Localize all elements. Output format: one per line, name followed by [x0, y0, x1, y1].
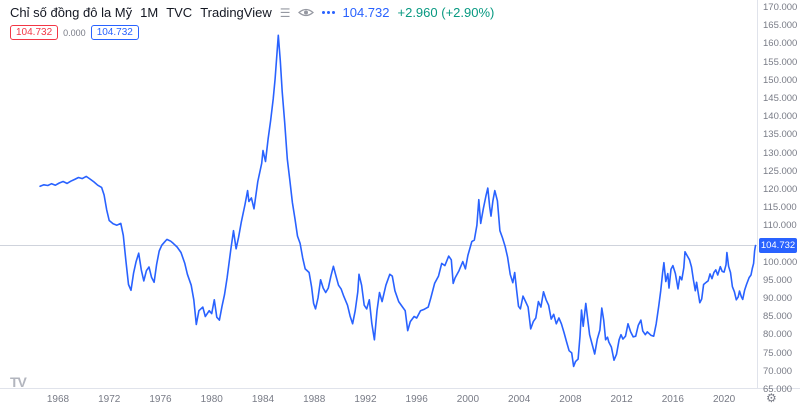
time-axis[interactable]: 1968 1972 1976 1980 1984 1988 1992 1996 2000 2004… — [0, 0, 757, 410]
price-tick-label: 95.000 — [763, 274, 793, 286]
price-tick-label: 80.000 — [763, 329, 793, 341]
time-tick-label: 1976 — [149, 394, 172, 405]
price-tick-label: 115.000 — [763, 202, 797, 214]
price-tick-label: 130.000 — [763, 147, 798, 159]
price-change-value: +2.960 (+2.90%) — [397, 5, 495, 20]
price-tick-label: 160.000 — [763, 38, 798, 50]
time-tick-label: 1968 — [46, 394, 70, 405]
last-price-value: 104.732 — [342, 5, 390, 20]
tradingview-logo[interactable]: TV — [10, 374, 27, 390]
brand-link[interactable]: TradingView — [200, 5, 272, 20]
eye-icon[interactable] — [297, 7, 314, 18]
exchange-label: TVC — [166, 5, 193, 20]
price-tick-label: 120.000 — [763, 183, 798, 195]
last-price-badge: 104.732 — [759, 238, 797, 254]
price-tick-label: 155.000 — [763, 56, 798, 68]
chart-style-icon[interactable]: ☰ — [279, 5, 291, 20]
more-options-icon[interactable] — [321, 11, 335, 14]
price-tick-label: 145.000 — [763, 92, 798, 104]
time-tick-label: 2016 — [661, 394, 684, 405]
price-tick-label: 165.000 — [763, 20, 798, 32]
price-series-line — [39, 34, 757, 368]
sell-button[interactable]: 104.732 — [10, 25, 59, 40]
spread-value: 0.000 — [63, 27, 86, 38]
time-tick-label: 1980 — [200, 394, 223, 405]
price-tick-label: 100.000 — [763, 256, 798, 268]
time-tick-label: 2004 — [508, 394, 531, 405]
price-tick-label: 135.000 — [763, 129, 798, 141]
price-tick-label: 85.000 — [763, 311, 793, 323]
time-tick-label: 1984 — [251, 394, 275, 405]
time-tick-label: 2012 — [610, 394, 633, 405]
price-tick-label: 75.000 — [763, 347, 793, 359]
gear-icon[interactable]: ⚙ — [766, 391, 777, 405]
price-tick-label: 150.000 — [763, 74, 798, 86]
price-tick-label: 70.000 — [763, 365, 793, 377]
time-tick-label: 1996 — [405, 394, 428, 405]
buy-button[interactable]: 104.732 — [90, 25, 139, 40]
time-tick-label: 1972 — [98, 394, 121, 405]
trade-panel: 104.732 0.000 104.732 — [10, 25, 139, 40]
price-tick-label: 65.000 — [763, 384, 793, 395]
price-tick-label: 170.000 — [763, 2, 798, 13]
time-tick-label: 1988 — [303, 394, 326, 405]
time-tick-label: 1992 — [354, 394, 377, 405]
time-tick-label: 2020 — [712, 394, 736, 405]
price-tick-label: 140.000 — [763, 111, 798, 123]
time-tick-label: 2000 — [456, 394, 480, 405]
time-tick-label: 2008 — [559, 394, 582, 405]
price-tick-label: 125.000 — [763, 165, 798, 177]
symbol-title[interactable]: Chỉ số đồng đô la Mỹ — [10, 5, 133, 20]
price-tick-label: 110.000 — [763, 220, 797, 232]
price-tick-label: 90.000 — [763, 293, 793, 305]
price-axis[interactable]: 170.000 165.000 160.000 155.000 150.000 145.0… — [760, 0, 800, 395]
interval-selector[interactable]: 1M — [140, 5, 159, 20]
chart-header: Chỉ số đồng đô la Mỹ 1M TVC TradingView … — [10, 5, 494, 20]
